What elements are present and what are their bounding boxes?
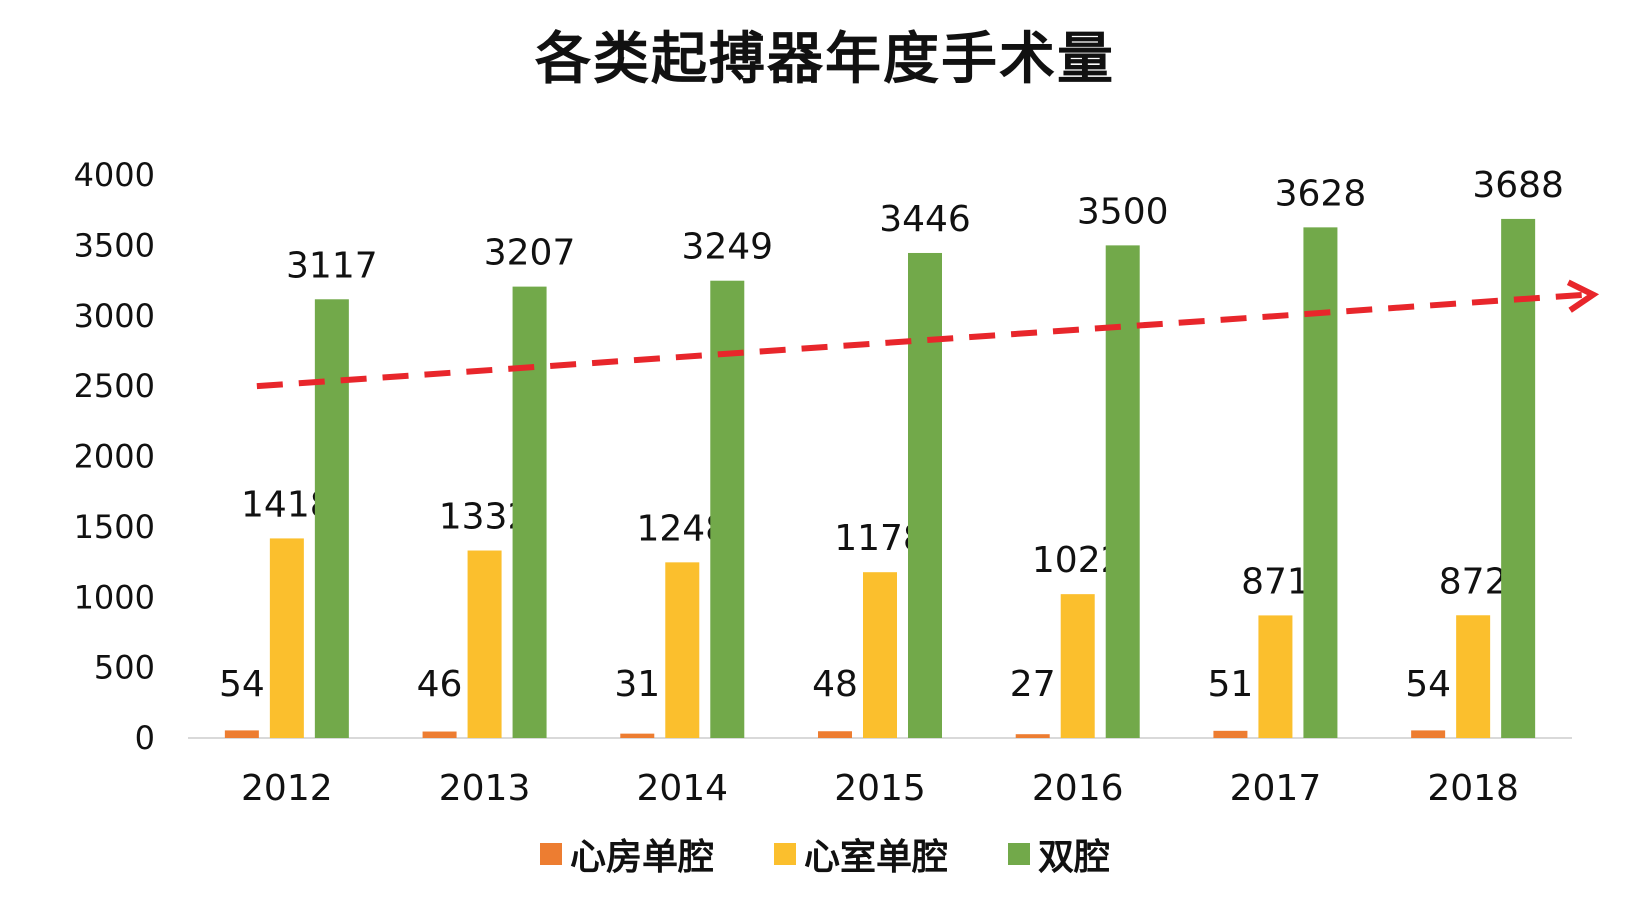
data-label: 3207 [484, 233, 576, 274]
data-label: 48 [812, 664, 858, 705]
y-tick-label: 2000 [74, 438, 155, 476]
legend: 心房单腔 心室单腔 双腔 [0, 828, 1650, 880]
bar [863, 572, 897, 738]
data-label: 54 [1405, 664, 1451, 705]
data-label: 3628 [1275, 173, 1367, 214]
bar [1213, 730, 1248, 738]
legend-item-dual-chamber[interactable]: 双腔 [1008, 828, 1110, 880]
bar [1105, 245, 1140, 738]
data-label: 54 [219, 664, 265, 705]
bar [818, 731, 852, 738]
data-label: 3688 [1472, 165, 1564, 206]
y-tick-label: 3000 [74, 297, 155, 335]
data-label: 3249 [681, 227, 773, 268]
data-label: 3117 [286, 245, 378, 286]
bar [710, 280, 745, 738]
x-tick-label: 2014 [636, 768, 728, 809]
bar [467, 550, 502, 738]
data-label: 3500 [1077, 191, 1169, 232]
bar [314, 299, 349, 738]
bar [620, 733, 655, 738]
y-tick-label: 500 [94, 649, 155, 687]
bar [665, 562, 700, 738]
bar [1060, 594, 1095, 738]
bar [1456, 615, 1491, 738]
bar [269, 538, 304, 738]
data-label: 31 [614, 664, 660, 705]
legend-label: 双腔 [1038, 837, 1111, 878]
data-label: 27 [1010, 664, 1056, 705]
x-tick-label: 2018 [1427, 768, 1519, 809]
bar [512, 286, 547, 738]
trend-arrow-head [1566, 279, 1600, 313]
legend-label: 心房单腔 [569, 837, 714, 878]
legend-swatch [539, 843, 562, 865]
y-tick-label: 3500 [74, 226, 155, 264]
legend-item-atrial-single[interactable]: 心房单腔 [539, 828, 714, 880]
bar [1303, 227, 1338, 738]
y-tick-label: 0 [135, 719, 155, 757]
y-tick-label: 2500 [74, 367, 155, 405]
chart-title: 各类起搏器年度手术量 [535, 27, 1115, 92]
data-label: 46 [417, 664, 463, 705]
x-tick-label: 2016 [1032, 768, 1124, 809]
data-label: 871 [1241, 561, 1310, 602]
legend-swatch [1008, 843, 1030, 865]
data-label: 3446 [879, 199, 971, 240]
x-tick-label: 2013 [439, 768, 531, 809]
bar [908, 252, 942, 738]
x-tick-label: 2017 [1230, 768, 1322, 809]
bar [422, 731, 457, 738]
x-tick-label: 2015 [834, 768, 926, 809]
x-tick-label: 2012 [241, 768, 333, 809]
bar [1015, 734, 1050, 738]
y-tick-label: 1000 [74, 578, 155, 616]
legend-item-ventricular-single[interactable]: 心室单腔 [773, 828, 948, 880]
y-tick-label: 1500 [74, 508, 155, 546]
bar [224, 730, 259, 738]
legend-swatch [773, 843, 796, 865]
trend-arrow-line [256, 291, 1588, 390]
bar [1258, 615, 1293, 738]
y-tick-label: 4000 [74, 156, 155, 194]
bar [1501, 218, 1536, 738]
data-label: 872 [1439, 561, 1508, 602]
bar [1411, 730, 1446, 738]
legend-label: 心室单腔 [803, 837, 948, 878]
data-label: 51 [1208, 664, 1254, 705]
